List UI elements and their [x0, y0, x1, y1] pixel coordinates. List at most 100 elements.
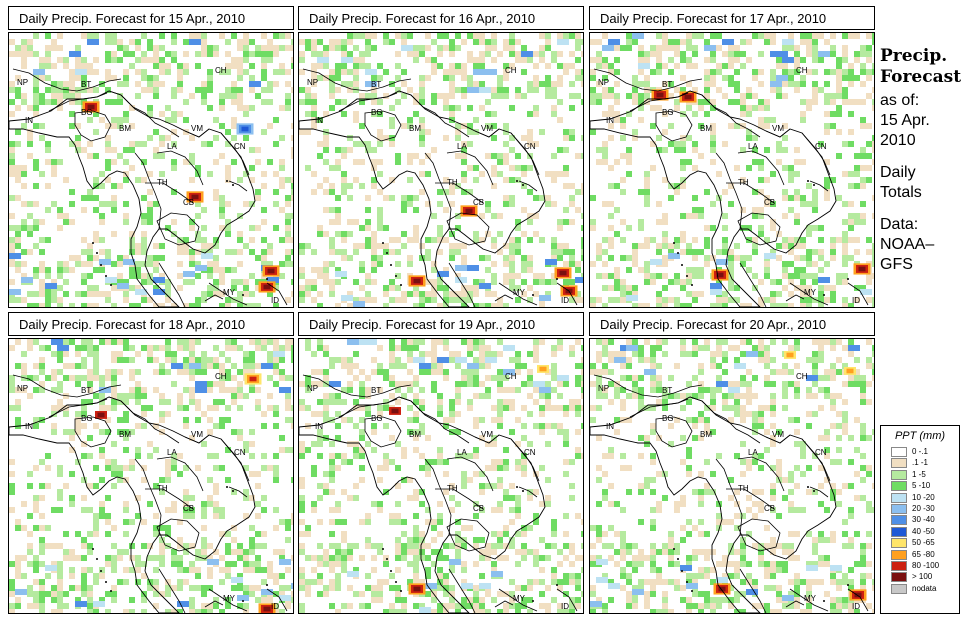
- rain-cell: [39, 585, 45, 591]
- rain-cell: [752, 375, 758, 381]
- rain-cell: [15, 93, 21, 99]
- rain-cell: [800, 441, 806, 447]
- rain-cell: [51, 171, 57, 177]
- rain-cell: [479, 583, 491, 589]
- rain-cell: [563, 33, 569, 39]
- rain-cell: [710, 399, 716, 405]
- rain-cell: [596, 57, 602, 63]
- rain-cell: [818, 303, 824, 307]
- rain-cell: [830, 369, 836, 375]
- rain-cell: [395, 237, 401, 243]
- rain-cell: [117, 351, 123, 357]
- rain-cell: [533, 399, 539, 405]
- rain-cell: [680, 459, 686, 465]
- coastline: [9, 90, 256, 307]
- rain-cell: [503, 69, 509, 75]
- rain-cell: [557, 405, 563, 411]
- rain-cell: [177, 243, 183, 249]
- rain-cell: [219, 579, 225, 585]
- rain-cell: [443, 339, 449, 345]
- rain-cell: [45, 57, 51, 63]
- rain-cell: [341, 459, 347, 465]
- rain-cell: [267, 243, 273, 249]
- rain-cell: [335, 69, 341, 75]
- rain-cell: [608, 165, 614, 171]
- rain-cell: [521, 279, 527, 285]
- rain-cell: [299, 579, 305, 585]
- rain-cell: [285, 195, 291, 201]
- rain-cell: [317, 591, 323, 597]
- rain-cell: [557, 81, 563, 87]
- rain-cell: [299, 129, 305, 135]
- rain-cell: [201, 99, 207, 105]
- rain-cell: [401, 243, 407, 249]
- border-line: [228, 180, 248, 192]
- rain-cell: [722, 297, 728, 303]
- rain-cell: [371, 165, 377, 171]
- rain-cell: [377, 207, 383, 213]
- rain-cell: [341, 45, 347, 51]
- rain-cell: [734, 123, 740, 129]
- rain-cell: [201, 87, 207, 93]
- rain-cell: [710, 147, 716, 153]
- rain-cell: [680, 39, 686, 45]
- rain-cell: [153, 201, 159, 207]
- rain-cell: [395, 501, 401, 507]
- rain-cell: [219, 225, 225, 231]
- rain-cell: [353, 243, 359, 249]
- rain-cell: [824, 183, 830, 189]
- rain-cell: [39, 513, 45, 519]
- rain-cell: [581, 567, 583, 573]
- rain-cell: [479, 105, 485, 111]
- rain-cell: [521, 255, 527, 261]
- rain-cell: [413, 531, 419, 537]
- rain-cell: [674, 501, 680, 507]
- rain-cell: [758, 339, 764, 345]
- rain-cell: [213, 51, 219, 57]
- rain-cell: [710, 255, 716, 261]
- rain-cell: [740, 123, 746, 129]
- rain-cell: [425, 237, 431, 243]
- rain-cell: [650, 259, 662, 265]
- rain-cell: [39, 537, 45, 543]
- rain-cell: [836, 423, 842, 429]
- rain-cell: [93, 255, 99, 261]
- rain-cell: [758, 357, 764, 363]
- rain-cell: [596, 351, 602, 357]
- rain-cell: [305, 291, 311, 297]
- rain-cell: [335, 507, 341, 513]
- rain-cell: [299, 267, 305, 273]
- rain-cell: [455, 213, 461, 219]
- rain-cell: [545, 543, 551, 549]
- rain-cell: [704, 489, 710, 495]
- rain-cell: [596, 81, 602, 87]
- rain-cell: [249, 273, 255, 279]
- rain-cell: [267, 261, 273, 267]
- rain-cell: [722, 225, 728, 231]
- rain-cell: [105, 561, 111, 567]
- rain-cell: [503, 495, 509, 501]
- rain-cell: [437, 285, 443, 291]
- rain-cell: [347, 147, 353, 153]
- rain-cell: [341, 519, 347, 525]
- rain-cell: [419, 489, 425, 495]
- rain-cell: [249, 51, 255, 57]
- rain-cell: [668, 45, 674, 51]
- rain-cell: [614, 117, 620, 123]
- rain-cell: [291, 237, 293, 243]
- rain-cell: [431, 237, 437, 243]
- rain-cell: [443, 237, 449, 243]
- rain-cell: [99, 291, 105, 297]
- heavy-rain-cell: [413, 586, 421, 592]
- rain-cell: [195, 549, 201, 555]
- rain-cell: [491, 483, 497, 489]
- rain-cell: [626, 543, 632, 549]
- rain-cell: [225, 573, 231, 579]
- rain-cell: [365, 339, 377, 345]
- rain-cell: [515, 87, 521, 93]
- rain-cell: [201, 585, 207, 591]
- rain-cell: [141, 387, 147, 393]
- rain-cell: [770, 405, 776, 411]
- rain-cell: [195, 231, 201, 237]
- rain-cell: [668, 123, 674, 129]
